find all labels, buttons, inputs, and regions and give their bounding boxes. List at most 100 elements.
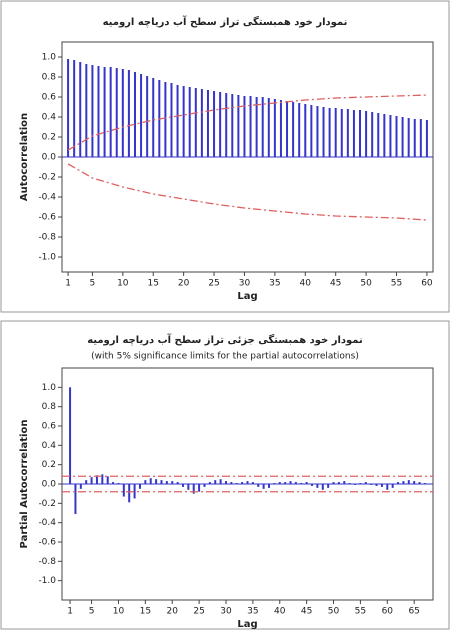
bar — [170, 83, 173, 157]
bar — [389, 115, 392, 157]
bar — [332, 482, 335, 484]
x-tick-label: 1 — [67, 607, 73, 617]
bar — [316, 106, 319, 157]
x-tick-label: 10 — [113, 607, 125, 617]
bar — [346, 109, 349, 157]
bar — [352, 110, 355, 157]
bar — [176, 482, 179, 484]
bar — [117, 483, 120, 484]
bar — [371, 112, 374, 157]
bar — [91, 65, 94, 157]
bar — [359, 483, 362, 484]
bar — [73, 60, 76, 157]
y-tick-label: -0.2 — [38, 173, 56, 183]
x-tick-label: 55 — [391, 279, 402, 289]
bar — [79, 484, 82, 489]
bar — [407, 480, 410, 484]
bar — [273, 483, 276, 484]
y-tick-label: -0.6 — [38, 213, 56, 223]
bar — [138, 484, 141, 489]
x-axis-label: Lag — [237, 291, 257, 302]
bar — [165, 481, 168, 484]
bar — [133, 72, 136, 157]
bar — [235, 483, 238, 484]
bar — [121, 69, 124, 157]
bar — [69, 387, 72, 484]
bar — [79, 62, 82, 157]
bar — [67, 59, 70, 157]
bar — [348, 483, 351, 484]
bar — [262, 484, 265, 489]
y-tick-label: -1.0 — [38, 253, 56, 263]
x-tick-label: 30 — [220, 607, 232, 617]
y-tick-label: 0.4 — [42, 113, 57, 123]
bar — [144, 480, 147, 484]
y-tick-label: -0.8 — [38, 557, 56, 567]
bar — [224, 481, 227, 484]
y-tick-label: 0.2 — [42, 133, 56, 143]
bar — [231, 94, 234, 157]
bar — [354, 484, 357, 485]
x-tick-label: 10 — [117, 279, 129, 289]
bar — [284, 482, 287, 484]
bar — [112, 482, 115, 484]
x-tick-label: 50 — [360, 279, 372, 289]
bar — [316, 484, 319, 488]
bar — [237, 95, 240, 157]
bar — [294, 482, 297, 484]
bar — [241, 482, 244, 484]
y-tick-label: 0.0 — [42, 153, 57, 163]
bar — [155, 479, 158, 484]
bar — [122, 484, 125, 497]
bar — [337, 482, 340, 484]
y-tick-label: -0.6 — [38, 538, 56, 548]
bar — [85, 480, 88, 484]
bar — [171, 481, 174, 484]
bar — [419, 119, 422, 157]
y-tick-label: 0.8 — [42, 402, 57, 412]
x-tick-label: 25 — [193, 607, 204, 617]
x-tick-label: 40 — [274, 607, 286, 617]
bar — [375, 484, 378, 486]
x-tick-label: 5 — [89, 607, 95, 617]
significance-limit — [67, 163, 427, 221]
bar — [206, 90, 209, 157]
bar — [219, 92, 222, 157]
bar — [140, 74, 143, 157]
bar — [311, 484, 314, 486]
bar — [386, 484, 389, 490]
x-tick-label: 35 — [247, 607, 258, 617]
x-tick-label: 30 — [239, 279, 251, 289]
bar — [365, 111, 368, 157]
y-tick-label: 0.8 — [42, 73, 57, 83]
bar — [198, 484, 201, 492]
y-tick-label: 0.6 — [42, 422, 57, 432]
bar — [425, 120, 428, 157]
bar — [164, 82, 167, 157]
bar — [395, 116, 398, 157]
bar — [278, 482, 281, 484]
x-tick-label: 40 — [300, 279, 312, 289]
bar — [304, 104, 307, 157]
x-tick-label: 15 — [140, 607, 151, 617]
bar — [95, 475, 98, 484]
bar — [257, 484, 260, 487]
bar — [327, 484, 330, 488]
bar — [200, 89, 203, 157]
bar — [267, 98, 270, 157]
x-tick-label: 60 — [421, 279, 433, 289]
bar — [160, 480, 163, 484]
bar — [286, 101, 289, 157]
bar — [243, 96, 246, 157]
bar — [370, 484, 373, 485]
bar — [214, 480, 217, 484]
y-tick-label: -0.4 — [38, 518, 56, 528]
bar — [181, 484, 184, 487]
chart-title: نمودار خود همبستگی جزئی تراز سطح آب دریا… — [87, 333, 363, 346]
bar — [279, 100, 282, 157]
y-tick-label: 0.6 — [42, 93, 57, 103]
y-tick-label: 0.0 — [42, 480, 57, 490]
bar — [310, 105, 313, 157]
x-tick-label: 45 — [330, 279, 341, 289]
